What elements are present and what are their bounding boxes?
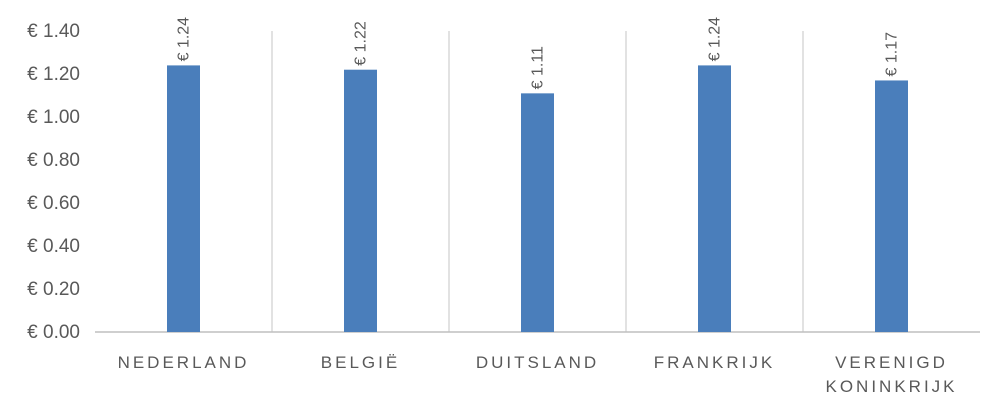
y-tick-label: € 0.00 [27, 322, 80, 343]
x-tick-label: FRANKRIJK [654, 353, 775, 372]
x-tick-label: BELGIË [321, 353, 400, 372]
data-label: € 1.17 [884, 32, 901, 77]
y-tick-label: € 0.40 [27, 236, 80, 257]
bar [875, 80, 908, 332]
y-tick-label: € 1.20 [27, 64, 80, 85]
bar [521, 93, 554, 332]
data-label: € 1.11 [530, 46, 547, 89]
data-label: € 1.24 [176, 17, 193, 62]
y-tick-label: € 1.40 [27, 21, 80, 42]
x-tick-label: NEDERLAND [118, 353, 250, 372]
x-tick-label: VERENIGD [835, 353, 948, 372]
data-label: € 1.22 [353, 21, 370, 66]
bar [344, 69, 377, 332]
y-tick-label: € 0.60 [27, 193, 80, 214]
y-tick-label: € 1.00 [27, 107, 80, 128]
bar [698, 65, 731, 333]
bar [167, 65, 200, 333]
x-tick-label: KONINKRIJK [825, 377, 957, 394]
y-tick-label: € 0.20 [27, 279, 80, 300]
y-tick-label: € 0.80 [27, 150, 80, 171]
x-tick-label: DUITSLAND [476, 353, 599, 372]
data-label: € 1.24 [707, 17, 724, 62]
